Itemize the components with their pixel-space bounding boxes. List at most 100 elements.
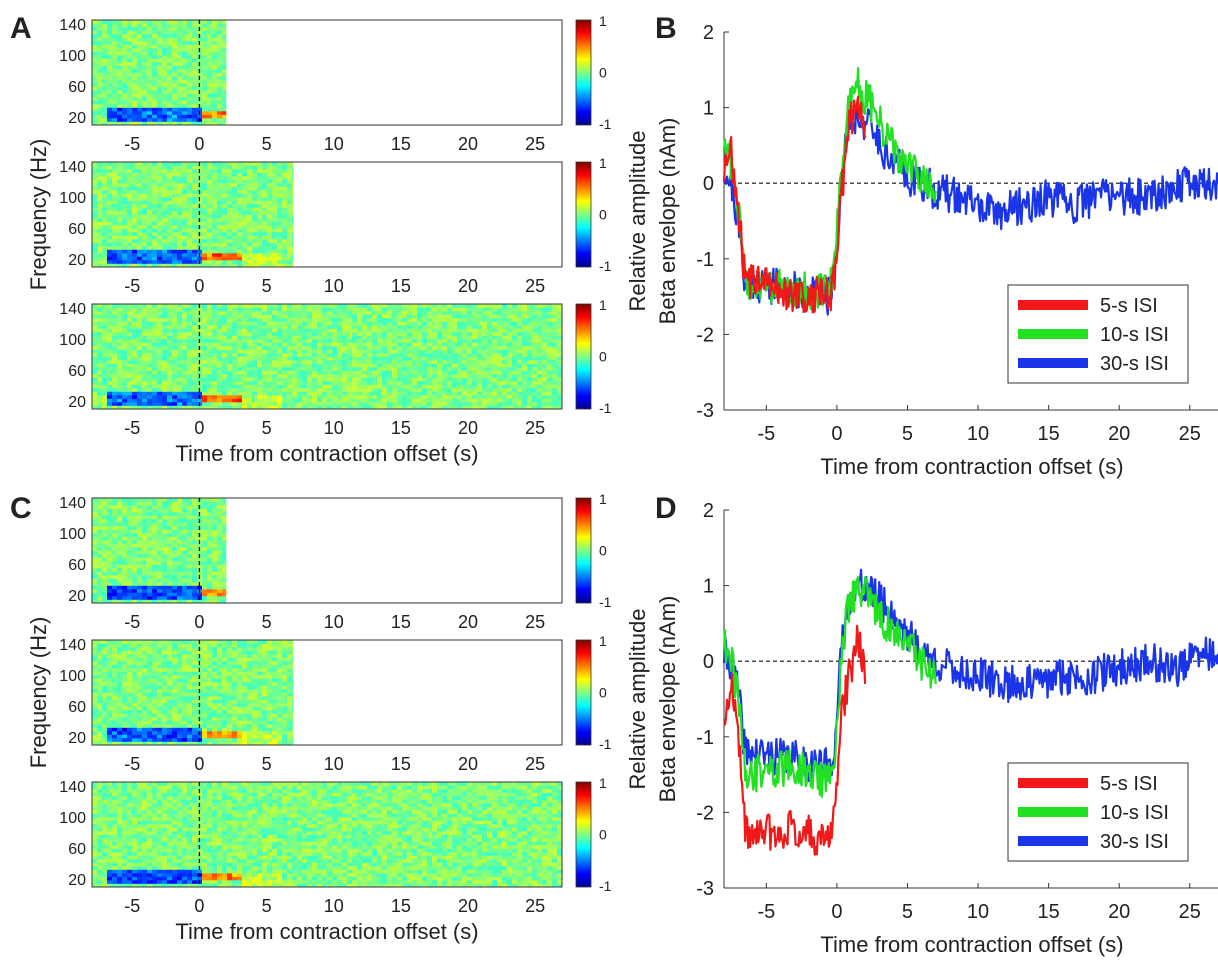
tfr-cell — [422, 373, 428, 378]
tfr-cell — [362, 384, 368, 389]
tfr-cell — [442, 401, 448, 406]
tfr-cell — [332, 307, 338, 312]
tfr-cell — [182, 196, 188, 201]
tfr-cell — [357, 307, 363, 312]
tfr-cell — [147, 203, 153, 208]
tfr-cell — [522, 363, 528, 368]
tfr-cell — [132, 175, 138, 180]
tfr-cell — [267, 161, 273, 166]
tfr-cell — [152, 342, 158, 347]
tfr-cell — [152, 161, 158, 166]
x-tick-label: 5 — [262, 134, 272, 154]
tfr-cell — [97, 317, 103, 322]
tfr-cell — [432, 401, 438, 406]
tfr-cell — [542, 370, 548, 375]
tfr-cell — [162, 373, 168, 378]
tfr-cell — [267, 214, 273, 219]
tfr-cell — [462, 314, 468, 319]
tfr-cell — [162, 19, 168, 24]
tfr-cell — [382, 405, 388, 410]
tfr-cell — [432, 328, 438, 333]
tfr-cell — [432, 307, 438, 312]
tfr-cell — [267, 359, 273, 364]
tfr-cell — [227, 363, 233, 368]
tfr-cell — [92, 370, 98, 375]
tfr-cell — [127, 110, 133, 115]
tfr-cell — [137, 33, 143, 38]
tfr-cell — [162, 307, 168, 312]
tfr-cell — [492, 324, 498, 329]
tfr-cell — [217, 310, 223, 315]
tfr-cell — [107, 245, 113, 250]
tfr-cell — [482, 370, 488, 375]
tfr-cell — [187, 26, 193, 31]
tfr-cell — [452, 352, 458, 357]
tfr-cell — [202, 33, 208, 38]
tfr-cell — [257, 345, 263, 350]
tfr-cell — [172, 349, 178, 354]
tfr-cell — [177, 33, 183, 38]
tfr-cell — [437, 391, 443, 396]
tfr-cell — [162, 182, 168, 187]
tfr-cell — [117, 377, 123, 382]
tfr-cell — [172, 359, 178, 364]
tfr-cell — [152, 117, 158, 122]
tfr-cell — [292, 391, 298, 396]
tfr-cell — [247, 349, 253, 354]
tfr-cell — [192, 217, 198, 222]
tfr-cell — [307, 394, 313, 399]
tfr-cell — [192, 54, 198, 59]
tfr-cell — [127, 117, 133, 122]
tfr-cell — [522, 373, 528, 378]
tfr-cell — [137, 182, 143, 187]
tfr-cell — [137, 65, 143, 70]
tfr-cell — [127, 259, 133, 264]
tfr-cell — [242, 249, 248, 254]
tfr-cell — [97, 359, 103, 364]
tfr-cell — [357, 331, 363, 336]
tfr-cell — [157, 93, 163, 98]
tfr-cell — [177, 377, 183, 382]
tfr-cell — [157, 366, 163, 371]
tfr-cell — [317, 370, 323, 375]
tfr-cell — [227, 263, 233, 268]
tfr-cell — [547, 338, 553, 343]
tfr-cell — [97, 377, 103, 382]
tfr-cell — [237, 373, 243, 378]
tfr-cell — [537, 370, 543, 375]
tfr-cell — [332, 366, 338, 371]
tfr-cell — [202, 189, 208, 194]
tfr-cell — [442, 310, 448, 315]
tfr-cell — [282, 324, 288, 329]
tfr-cell — [182, 349, 188, 354]
tfr-cell — [202, 328, 208, 333]
tfr-cell — [422, 345, 428, 350]
tfr-cell — [102, 72, 108, 77]
tfr-cell — [262, 324, 268, 329]
tfr-cell — [112, 114, 118, 119]
tfr-cell — [287, 249, 293, 254]
tfr-cell — [127, 114, 133, 119]
tfr-cell — [412, 338, 418, 343]
tfr-cell — [547, 331, 553, 336]
tfr-cell — [397, 398, 403, 403]
tfr-cell — [262, 310, 268, 315]
tfr-cell — [187, 331, 193, 336]
tfr-cell — [142, 107, 148, 112]
tfr-cell — [407, 373, 413, 378]
tfr-cell — [232, 179, 238, 184]
tfr-cell — [217, 359, 223, 364]
tfr-cell — [107, 89, 113, 94]
tfr-cell — [152, 107, 158, 112]
tfr-cell — [97, 366, 103, 371]
tfr-cell — [427, 391, 433, 396]
tfr-cell — [262, 317, 268, 322]
tfr-cell — [172, 103, 178, 108]
tfr-cell — [252, 189, 258, 194]
tfr-cell — [517, 314, 523, 319]
tfr-cell — [442, 342, 448, 347]
tfr-cell — [207, 349, 213, 354]
tfr-cell — [157, 321, 163, 326]
tfr-cell — [237, 161, 243, 166]
tfr-cell — [427, 387, 433, 392]
